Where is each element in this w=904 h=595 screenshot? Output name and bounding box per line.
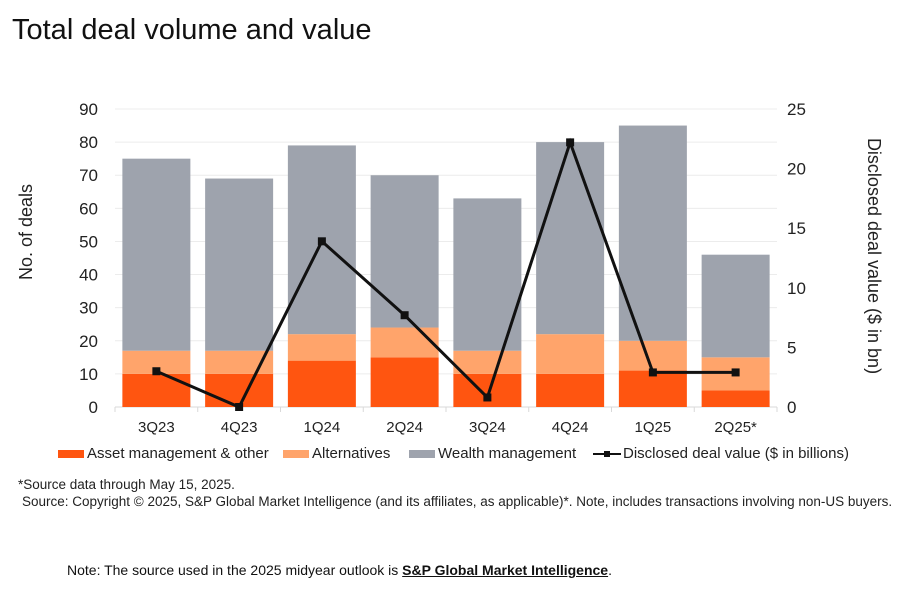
legend-item-wealth-management: Wealth management: [409, 445, 576, 462]
y-axis-title: No. of deals: [16, 184, 36, 280]
legend-item-alternatives: Alternatives: [283, 445, 390, 462]
bar-segment: [205, 350, 274, 374]
deal-value-marker: [400, 311, 409, 320]
legend-item-asset-management: Asset management & other: [58, 445, 269, 462]
legend-item-deal-value: Disclosed deal value ($ in billions): [593, 445, 849, 462]
bar-segment: [701, 254, 770, 358]
x-tick-label: 3Q23: [138, 419, 175, 436]
x-tick-label: 1Q25: [635, 419, 672, 436]
deal-value-marker: [152, 367, 161, 376]
bar-segment: [370, 327, 439, 358]
y2-tick-label: 25: [787, 100, 806, 119]
y-tick-label: 50: [79, 232, 98, 251]
y-tick-label: 10: [79, 365, 98, 384]
x-tick-label: 1Q24: [304, 419, 341, 436]
y2-tick-label: 0: [787, 398, 796, 417]
y2-tick-label: 10: [787, 279, 806, 298]
x-tick-label: 2Q25*: [714, 419, 757, 436]
footnote: *Source data through May 15, 2025.: [18, 477, 235, 492]
y-tick-label: 90: [79, 100, 98, 119]
y2-axis-title: Disclosed deal value ($ in bn): [864, 138, 884, 374]
y-tick-label: 0: [89, 398, 98, 417]
outlook-note: Note: The source used in the 2025 midyea…: [67, 562, 612, 578]
y-tick-label: 80: [79, 133, 98, 152]
legend-label: Alternatives: [312, 445, 391, 462]
sp-global-link[interactable]: S&P Global Market Intelligence: [402, 562, 609, 578]
x-tick-label: 2Q24: [386, 419, 423, 436]
chart-title: Total deal volume and value: [12, 14, 372, 46]
y-tick-label: 40: [79, 266, 98, 285]
note-suffix: .: [608, 562, 612, 578]
bar-segment: [205, 178, 274, 351]
bar-segment: [122, 158, 191, 351]
bar-segment: [536, 334, 605, 374]
deal-value-marker: [317, 237, 326, 246]
bar-segment: [122, 373, 191, 407]
bar-segment: [453, 350, 522, 374]
bar-segment: [618, 370, 687, 407]
legend-swatch: [283, 449, 309, 458]
deal-value-marker: [648, 368, 657, 377]
y-tick-label: 30: [79, 299, 98, 318]
bar-segment: [287, 334, 356, 361]
y2-tick-label: 15: [787, 219, 806, 238]
deal-value-marker: [731, 368, 740, 377]
note-prefix: Note: The source used in the 2025 midyea…: [67, 562, 403, 578]
y-tick-label: 70: [79, 166, 98, 185]
legend: Asset management & other Alternatives We…: [0, 445, 904, 465]
bar-segment: [701, 390, 770, 407]
y2-tick-label: 5: [787, 338, 796, 357]
x-tick-label: 4Q24: [552, 419, 589, 436]
bar-segment: [370, 357, 439, 407]
y-tick-label: 60: [79, 199, 98, 218]
y-tick-label: 20: [79, 332, 98, 351]
bar-segment: [618, 125, 687, 341]
legend-line-marker-icon: [593, 450, 621, 458]
bar-segment: [618, 340, 687, 371]
legend-label: Wealth management: [438, 445, 577, 462]
bar-segment: [453, 373, 522, 407]
legend-swatch: [58, 449, 84, 458]
bar-segment: [205, 373, 274, 407]
y2-tick-label: 20: [787, 160, 806, 179]
source-note: Source: Copyright © 2025, S&P Global Mar…: [22, 494, 893, 509]
deal-value-line: [155, 137, 736, 409]
deal-value-marker: [235, 403, 244, 411]
bar-segment: [122, 350, 191, 374]
deal-value-marker: [483, 393, 492, 402]
bar-segment: [287, 360, 356, 407]
x-tick-label: 4Q23: [221, 419, 258, 436]
legend-swatch: [409, 449, 435, 458]
bar-segment: [370, 175, 439, 328]
legend-label: Asset management & other: [87, 445, 269, 462]
legend-label: Disclosed deal value ($ in billions): [623, 445, 849, 462]
chart: 0 10 20 30 40 50 60 70 80 90 0 5 10 15 20 25 3Q23 4Q23 1Q2…: [16, 100, 884, 436]
bar-segment: [536, 142, 605, 335]
deal-value-marker: [566, 138, 575, 147]
x-tick-label: 3Q24: [469, 419, 506, 436]
bar-segment: [536, 373, 605, 407]
